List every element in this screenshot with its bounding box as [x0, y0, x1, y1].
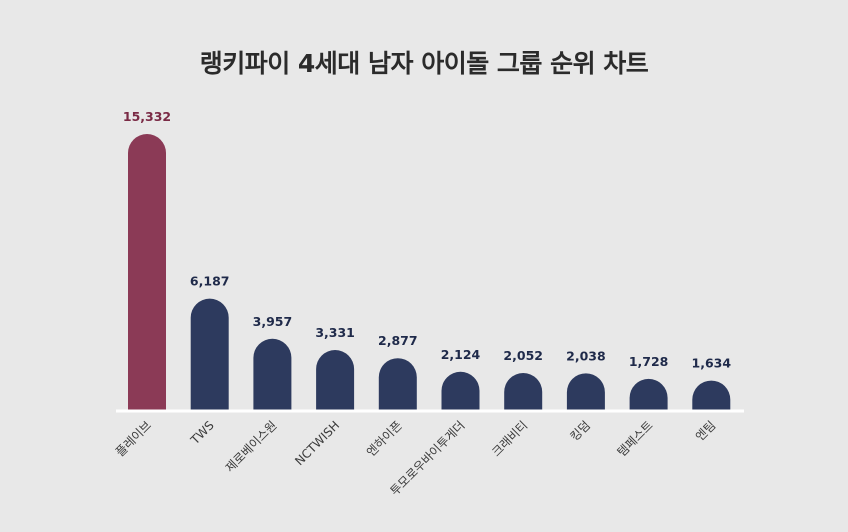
bar-4	[316, 350, 355, 410]
value-label-1: 15,332	[123, 109, 171, 124]
value-label-7: 2,052	[503, 348, 543, 363]
value-label-10: 1,634	[692, 356, 732, 371]
category-label-1: 플레이브	[113, 418, 154, 459]
bar-5	[378, 358, 417, 410]
value-label-5: 2,877	[378, 333, 418, 348]
bar-6	[441, 371, 480, 410]
bar-8	[566, 373, 605, 410]
category-label-2: TWS	[187, 418, 217, 448]
category-label-5: 엔하이픈	[364, 418, 405, 459]
value-label-9: 1,728	[629, 354, 669, 369]
category-label-4: NCTWISH	[292, 418, 342, 468]
category-label-3: 제로베이스원	[223, 418, 280, 475]
chart-title: 랭키파이 4세대 남자 아이돌 그룹 순위 차트	[199, 49, 649, 78]
bar-10	[692, 380, 731, 410]
category-label-10: 엔팀	[693, 418, 719, 444]
category-label-7: 크래비티	[489, 418, 530, 459]
bar-9	[629, 378, 668, 410]
value-label-2: 6,187	[190, 274, 230, 289]
category-label-8: 킹덤	[567, 418, 593, 444]
value-label-6: 2,124	[441, 347, 481, 362]
value-label-3: 3,957	[253, 314, 293, 329]
bar-7	[504, 373, 543, 410]
bar-2	[190, 298, 229, 410]
value-label-4: 3,331	[315, 325, 355, 340]
bar-3	[253, 338, 292, 410]
category-label-9: 템페스트	[615, 418, 656, 459]
bar-1	[128, 134, 166, 410]
value-label-8: 2,038	[566, 348, 606, 363]
